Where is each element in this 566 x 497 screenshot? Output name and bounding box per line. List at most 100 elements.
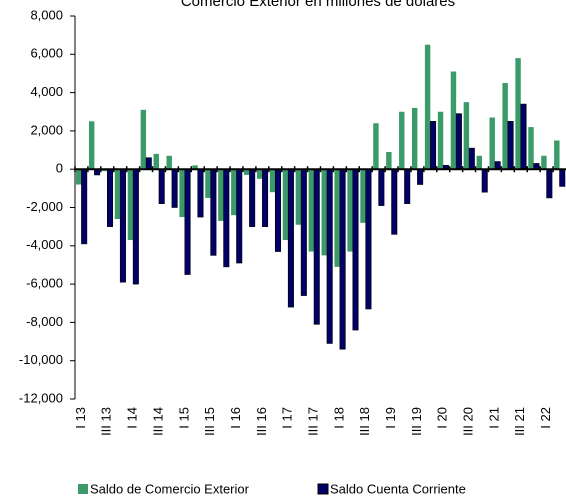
x-tick-label: III 16 — [254, 407, 269, 436]
bar — [295, 169, 302, 225]
legend-swatch — [317, 483, 329, 495]
bar — [424, 44, 431, 170]
bar — [282, 169, 289, 241]
bar — [119, 168, 126, 283]
bar — [107, 168, 114, 227]
bar — [554, 140, 560, 170]
bar — [468, 147, 475, 170]
y-tick-label: -2,000 — [26, 199, 63, 214]
x-tick-label: III 21 — [512, 407, 527, 436]
bar — [373, 123, 379, 170]
x-tick-label: III 15 — [202, 407, 217, 436]
bar — [76, 169, 82, 185]
bar — [244, 169, 250, 175]
y-tick-label: 6,000 — [30, 46, 63, 61]
bar — [287, 168, 294, 308]
bar — [127, 169, 134, 241]
bar — [166, 155, 172, 170]
x-tick-label: III 14 — [150, 407, 165, 436]
bar — [559, 168, 566, 187]
bar — [507, 121, 514, 170]
bar — [489, 117, 495, 170]
bar — [365, 168, 372, 310]
y-tick-label: 4,000 — [30, 84, 63, 99]
x-tick-label: I 16 — [228, 407, 243, 429]
chart-title: Comercio Exterior en millones de dólares — [181, 0, 455, 10]
bar — [205, 169, 211, 198]
y-tick-label: 8,000 — [30, 7, 63, 22]
bar — [313, 168, 320, 325]
bar — [81, 168, 88, 245]
x-tick-label: I 20 — [435, 407, 450, 429]
bar — [192, 165, 198, 170]
bar — [114, 169, 121, 219]
bar — [417, 168, 424, 185]
bar — [347, 169, 353, 252]
bar — [476, 155, 483, 170]
bar — [231, 169, 237, 216]
x-tick-label: III 19 — [409, 407, 424, 436]
bar — [494, 161, 501, 170]
bar — [274, 168, 282, 252]
bar — [132, 168, 139, 285]
bar — [463, 102, 470, 170]
bar — [360, 169, 366, 223]
bar — [334, 169, 340, 267]
x-tick-label: III 20 — [461, 407, 476, 436]
bar — [223, 168, 230, 268]
bar — [321, 169, 327, 256]
bar — [197, 168, 204, 218]
y-tick-label: -10,000 — [19, 352, 63, 367]
x-tick-label: I 15 — [176, 407, 191, 429]
y-tick-label: 2,000 — [30, 122, 63, 137]
bar — [386, 151, 392, 170]
bar — [546, 168, 553, 199]
bar — [300, 168, 307, 296]
y-tick-label: -8,000 — [26, 314, 63, 329]
bar — [450, 71, 457, 170]
bar — [145, 157, 152, 170]
legend-swatch — [78, 484, 88, 494]
bar — [339, 168, 346, 350]
bar — [520, 103, 527, 170]
x-tick-label: I 22 — [538, 407, 553, 429]
x-tick-label: I 13 — [73, 407, 88, 429]
bar — [515, 58, 521, 170]
bar — [455, 113, 462, 170]
bar — [502, 83, 508, 170]
bar — [249, 168, 256, 227]
bar — [404, 168, 411, 204]
bar — [236, 168, 243, 264]
bar — [481, 168, 488, 193]
bar — [352, 168, 359, 331]
legend-label: Saldo de Comercio Exterior — [90, 481, 250, 496]
bar — [326, 168, 333, 344]
bar — [88, 121, 95, 170]
bar — [153, 153, 159, 170]
bar — [411, 107, 418, 170]
bar — [541, 155, 547, 170]
y-tick-label: -12,000 — [19, 390, 63, 405]
bar — [171, 168, 178, 208]
y-tick-label: -4,000 — [26, 237, 63, 252]
bar — [399, 111, 405, 170]
x-tick-label: III 17 — [305, 407, 320, 436]
x-tick-label: I 17 — [280, 407, 295, 429]
x-tick-label: I 18 — [331, 407, 346, 429]
bar — [262, 168, 269, 227]
bar — [269, 169, 276, 193]
y-tick-label: -6,000 — [26, 276, 63, 291]
bar — [179, 169, 185, 218]
x-tick-label: III 18 — [357, 407, 372, 436]
bar — [308, 169, 315, 252]
bar — [184, 168, 191, 275]
bar — [391, 168, 398, 235]
x-tick-label: I 21 — [486, 407, 501, 429]
bar — [437, 111, 444, 170]
bar — [140, 109, 147, 170]
bar — [210, 168, 217, 256]
x-tick-label: I 19 — [383, 407, 398, 429]
legend-label: Saldo Cuenta Corriente — [330, 481, 466, 496]
bar — [218, 169, 224, 221]
